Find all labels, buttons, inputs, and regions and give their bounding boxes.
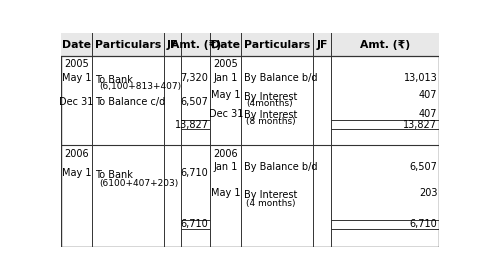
Text: Date: Date — [211, 40, 241, 50]
Text: (4 months): (4 months) — [246, 199, 296, 208]
Text: 6,710: 6,710 — [409, 219, 437, 229]
Text: By Interest: By Interest — [244, 92, 298, 102]
Text: To Bank: To Bank — [95, 170, 133, 180]
Text: 6,710: 6,710 — [181, 168, 208, 178]
Text: By Interest: By Interest — [244, 190, 298, 200]
Text: 407: 407 — [419, 109, 437, 119]
Text: 7,320: 7,320 — [181, 73, 208, 83]
Text: 13,013: 13,013 — [404, 73, 437, 83]
Text: Dec 31: Dec 31 — [209, 109, 243, 119]
Text: 6,507: 6,507 — [409, 162, 437, 172]
Text: 2006: 2006 — [64, 149, 89, 160]
Text: To Balance c/d: To Balance c/d — [95, 97, 165, 107]
Bar — [61, 33, 439, 56]
Text: By Balance b/d: By Balance b/d — [244, 162, 318, 172]
Text: 13,827: 13,827 — [403, 119, 437, 130]
Text: (4months): (4months) — [246, 99, 293, 107]
Text: Jan 1: Jan 1 — [214, 73, 238, 83]
Text: May 1: May 1 — [62, 168, 91, 178]
Text: Amt. (₹): Amt. (₹) — [171, 40, 221, 50]
Text: Jan 1: Jan 1 — [214, 162, 238, 172]
Text: To Bank: To Bank — [95, 75, 133, 84]
Text: Amt. (₹): Amt. (₹) — [360, 40, 410, 50]
Text: JF: JF — [167, 40, 178, 50]
Text: Particulars: Particulars — [95, 40, 161, 50]
Text: Dec 31: Dec 31 — [60, 97, 94, 107]
Text: (6,100+813+407): (6,100+813+407) — [99, 82, 181, 91]
Text: May 1: May 1 — [62, 73, 91, 83]
Text: 203: 203 — [419, 188, 437, 198]
Text: JF: JF — [316, 40, 327, 50]
Text: By Interest: By Interest — [244, 110, 298, 120]
Text: 2005: 2005 — [64, 59, 89, 69]
Text: (8 months): (8 months) — [246, 117, 296, 126]
Text: Date: Date — [62, 40, 91, 50]
Text: 2006: 2006 — [214, 149, 238, 160]
Text: (6100+407+203): (6100+407+203) — [99, 179, 178, 188]
Text: 2005: 2005 — [214, 59, 238, 69]
Text: Particulars: Particulars — [244, 40, 310, 50]
Text: 6,507: 6,507 — [181, 97, 208, 107]
Text: 13,827: 13,827 — [175, 119, 208, 130]
Text: 6,710: 6,710 — [181, 219, 208, 229]
Text: May 1: May 1 — [211, 188, 241, 198]
Text: 407: 407 — [419, 90, 437, 100]
Text: May 1: May 1 — [211, 90, 241, 100]
Text: By Balance b/d: By Balance b/d — [244, 73, 318, 83]
